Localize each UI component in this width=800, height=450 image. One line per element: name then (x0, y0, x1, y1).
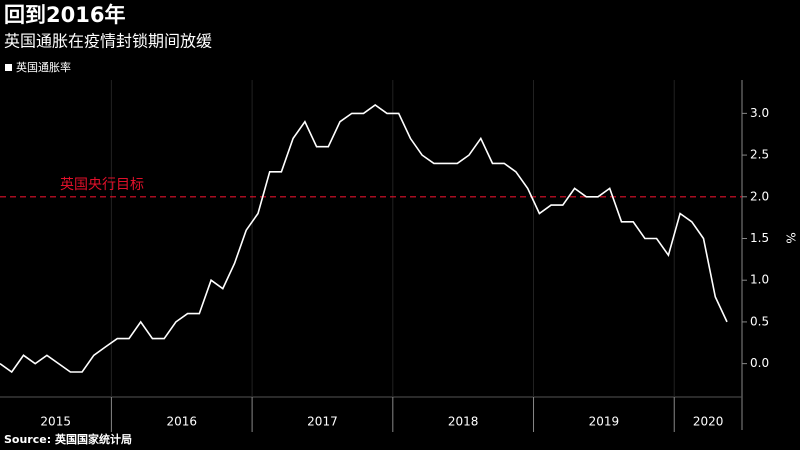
chart-title: 回到2016年 (4, 3, 125, 27)
y-tick-label: 0.5 (750, 314, 769, 328)
x-tick-label: 2015 (40, 415, 71, 429)
y-tick-label: 3.0 (750, 106, 769, 120)
x-tick-label: 2018 (448, 415, 479, 429)
annotation-label: 英国央行目标 (60, 176, 144, 193)
y-tick-label: 2.5 (750, 148, 769, 162)
x-tick-label: 2017 (307, 415, 338, 429)
y-tick-label: 0.0 (750, 356, 769, 370)
chart-subtitle: 英国通胀在疫情封锁期间放缓 (4, 32, 212, 51)
series-line (0, 104, 728, 374)
x-tick-label: 2020 (693, 415, 724, 429)
y-axis-label: % (784, 232, 798, 243)
legend-swatch (5, 64, 12, 71)
x-tick-label: 2016 (166, 415, 197, 429)
source: Source: 英国国家统计局 (4, 432, 132, 446)
y-tick-label: 1.5 (750, 231, 769, 245)
y-tick-label: 1.0 (750, 273, 769, 287)
y-tick-label: 2.0 (750, 189, 769, 203)
legend-label: 英国通胀率 (16, 60, 71, 74)
x-tick-label: 2019 (589, 415, 620, 429)
